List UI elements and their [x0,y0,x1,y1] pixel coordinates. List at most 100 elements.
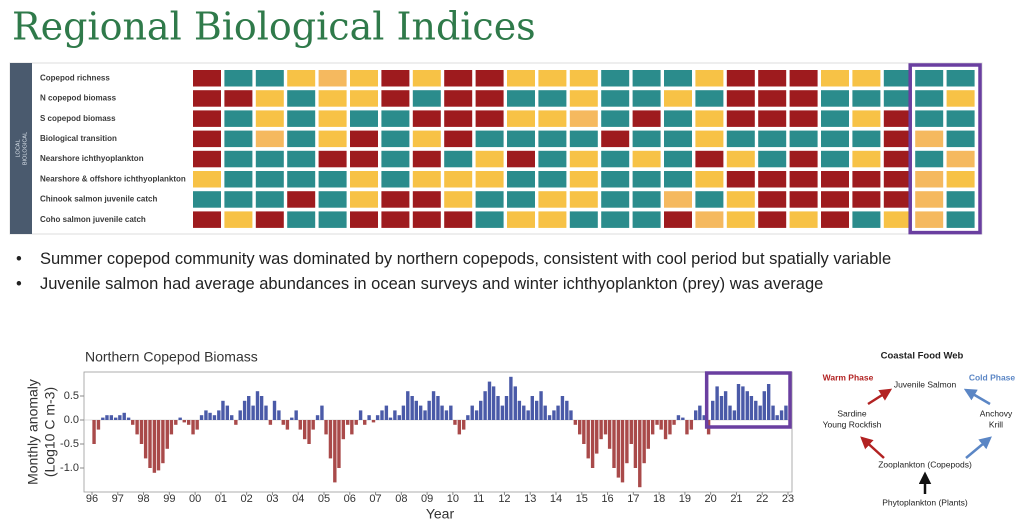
bar [380,410,384,420]
heatmap-cell [475,211,504,228]
heatmap-cell [224,130,253,148]
heatmap-cell [318,171,347,188]
bar [560,396,565,420]
bar [204,410,208,420]
heatmap-cell [946,130,975,148]
heatmap-cell [789,150,818,168]
bar [659,420,663,430]
heatmap-cell [569,110,598,127]
heatmap-cell [538,191,567,208]
x-tick-label: 13 [524,493,536,505]
bar [401,405,406,420]
bar [650,420,655,435]
bar [281,420,285,425]
heatmap-cell [318,191,347,208]
x-tick-label: 98 [137,493,149,505]
bar [341,420,346,440]
heatmap-cell [821,150,849,168]
x-tick-label: 20 [705,493,717,505]
node-label: Anchovy [980,408,1013,418]
bar [118,415,122,420]
heatmap-cell [758,110,787,127]
heatmap-cell [664,191,692,208]
row-label: Chinook salmon juvenile catch [40,195,157,204]
heatmap-cell [946,191,975,208]
bar [105,415,109,420]
bar [620,420,625,483]
x-tick-label: 16 [601,493,613,505]
bar [178,417,182,420]
y-tick-label: -1.0 [60,462,79,474]
heatmap-cell [852,90,881,107]
heatmap-cell [758,90,787,107]
bar [573,420,578,425]
bar [629,420,633,444]
heatmap-cell [381,171,410,188]
heatmap-cell [538,130,567,148]
heatmap-cell [601,70,630,87]
bar [320,405,324,420]
bar [410,396,414,420]
bar [230,415,234,420]
bar [109,415,114,420]
bar [302,420,307,440]
node-label: Juvenile Salmon [894,379,957,389]
heatmap-cell [946,150,975,168]
heatmap-cell [255,90,284,107]
bar [225,405,230,420]
heatmap-cell [318,130,347,148]
x-tick-label: 04 [292,493,304,505]
heatmap-cell [664,171,692,188]
heatmap-cell [255,150,284,168]
heatmap-cell [475,191,504,208]
y-tick-label: 0.0 [64,414,79,426]
heatmap-cell [507,150,535,168]
bar [775,415,779,420]
bar [122,412,126,420]
heatmap-cell [632,70,661,87]
heatmap-cell [412,171,441,188]
bar [466,415,470,420]
x-tick-label: 18 [653,493,665,505]
bar [474,410,479,420]
bar [92,420,96,444]
heatmap-cell [507,191,535,208]
heatmap-cell [318,110,347,127]
bar [736,384,741,420]
heatmap-cell [255,70,284,87]
heatmap-cell [664,130,692,148]
heatmap-cell [695,211,724,228]
x-tick-label: 21 [730,493,742,505]
heatmap-cell [193,110,221,127]
heatmap-cell [538,211,567,228]
heatmap-cell [758,130,787,148]
heatmap-cell [444,110,473,127]
bar [307,420,311,444]
heatmap-cell [789,191,818,208]
heatmap-cell [601,191,630,208]
heatmap-cell [789,90,818,107]
bar [152,420,157,473]
bar [290,417,294,420]
bar [238,410,242,420]
bar [423,410,427,420]
bar [711,400,715,420]
bar [633,420,638,468]
arrow [963,388,991,406]
heatmap-cell [255,171,284,188]
bar [427,400,431,420]
bar [294,410,298,420]
heatmap-cell [695,191,724,208]
bar [165,420,169,449]
heatmap-cell [915,211,944,228]
bar [221,400,225,420]
heatmap-cell [350,191,378,208]
heatmap-cell [758,191,787,208]
bar [590,420,595,468]
bar [715,386,719,420]
bar [578,420,582,435]
bar [607,420,612,449]
bar [217,410,221,420]
heatmap-cell [193,130,221,148]
